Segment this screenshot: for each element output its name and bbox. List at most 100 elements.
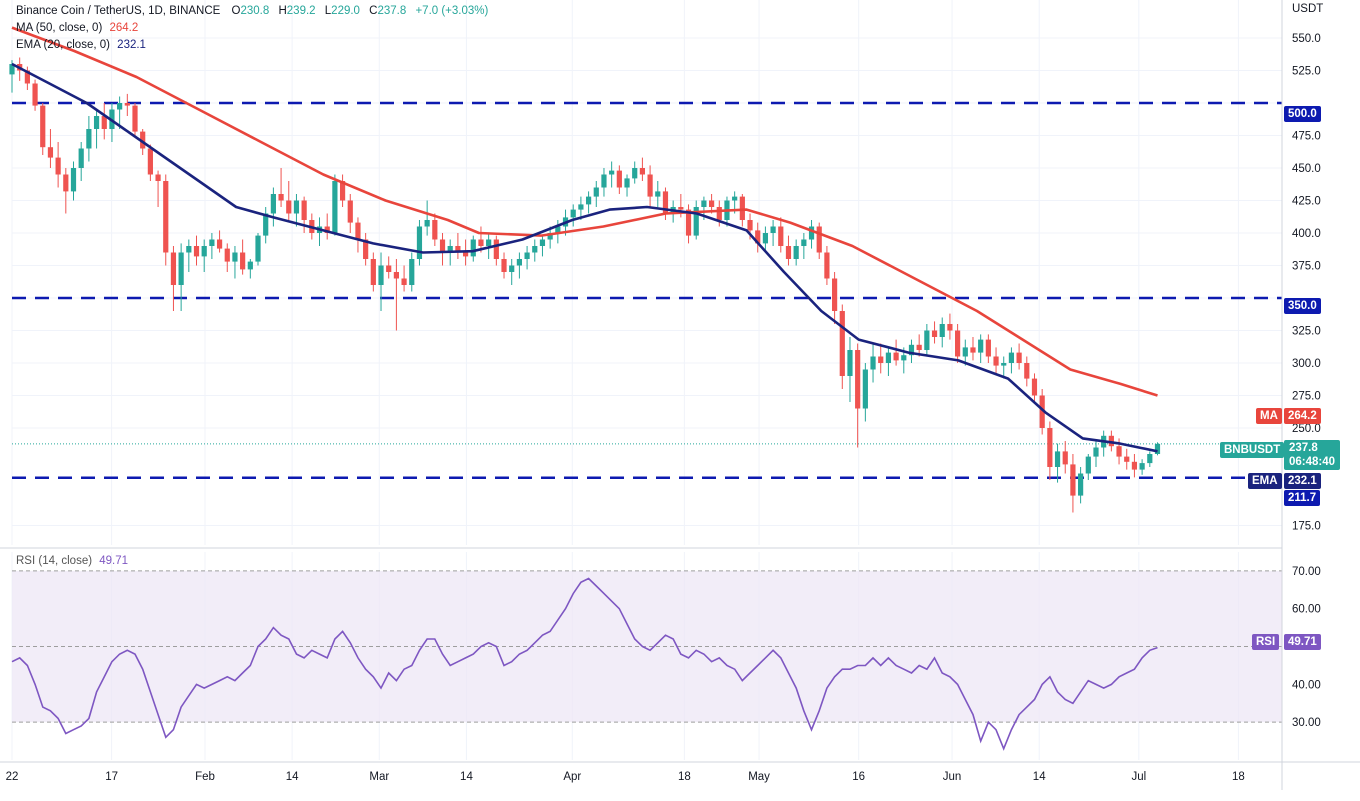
price-tick-label: 325.0 [1292,326,1321,338]
candle-body [101,116,107,129]
candle-body [678,207,684,210]
candle-body [862,369,868,409]
candle-body [486,239,492,246]
candle-body [685,209,692,236]
candle-body [570,209,576,218]
candle-body [170,252,177,285]
candle-body [32,83,38,106]
candle-body [416,226,423,259]
candle-body [839,311,845,376]
time-tick-label: Jul [1131,771,1146,783]
time-tick-label: 18 [678,771,691,783]
rsi-band [12,570,1282,723]
candle-body [478,239,484,246]
candle-body [793,246,799,259]
price-tick-label: 525.0 [1292,66,1321,78]
candle-body [378,265,384,285]
candle-body [286,200,292,214]
candle-body [985,339,991,357]
candle-body [363,239,369,259]
rsi-tick-label: 30.00 [1292,717,1321,729]
candle-body [770,226,776,233]
candle-body [555,226,561,233]
candle-body [140,131,146,149]
time-tick-label: 16 [852,771,865,783]
ma-tag-value: 264.2 [1284,408,1321,424]
candle-body [1024,363,1030,379]
candle-body [163,181,169,253]
candle-body [785,246,792,259]
price-tag: 237.8 06:48:40 [1284,440,1341,470]
candle-body [978,339,984,353]
candle-body [1154,443,1161,454]
low-value: 229.0 [331,5,360,17]
change-value: +7.0 (+3.03%) [415,5,489,17]
price-tick-label: 300.0 [1292,358,1321,370]
candle-body [732,196,738,201]
candle-body [1116,446,1122,457]
open-label: O [231,5,241,17]
time-tick-label: 14 [286,771,299,783]
candle-body [455,246,461,253]
candle-body [247,261,253,270]
candle-body [778,226,784,246]
candle-body [993,356,999,366]
candle-body [916,344,922,350]
candle-body [632,168,638,179]
candle-body [293,200,300,214]
low-label: L [324,5,332,17]
support-tag: 211.7 [1284,490,1321,506]
price-tick-label: 425.0 [1292,196,1321,208]
candle-body [301,200,307,220]
candle-body [493,239,499,259]
candle-body [962,347,968,357]
candle-body [539,239,546,246]
candle-body [47,147,54,158]
price-tick-label: 550.0 [1292,33,1321,45]
time-tick-label: 22 [6,771,19,783]
candle-body [193,246,200,257]
candle-body [232,252,238,262]
candle-body [1039,395,1045,428]
legend-ma[interactable]: MA (50, close, 0) 264.2 [16,20,138,36]
candle-body [624,178,630,188]
high-value: 239.2 [286,5,316,17]
horizontal-levels [12,101,1282,480]
time-tick-label: 17 [105,771,118,783]
candle-body [885,352,892,363]
candle-body [747,220,753,231]
candle-body [393,272,399,279]
candle-body [509,265,515,272]
time-tick-label: Jun [943,771,962,783]
candle-body [647,174,653,197]
rsi-legend-label: RSI (14, close) [16,555,93,567]
axis-ticks: 550.0 525.0 475.0 450.0 425.0 400.0 375.0 325.0… [6,33,1321,783]
time-tick-label: 14 [1033,771,1046,783]
candle-body [701,200,707,207]
ma50-path [11,26,1158,397]
ema-legend-label: EMA (20, close, 0) [16,39,110,51]
candle-body [662,191,669,214]
close-label: C [369,5,378,17]
candle-body [386,265,392,272]
legend-rsi[interactable]: RSI (14, close) 49.71 [16,555,128,567]
price-tag-name: BNBUSDT [1220,442,1285,458]
rsi-line [11,577,1158,751]
legend-ema[interactable]: EMA (20, close, 0) 232.1 [16,37,146,53]
candle-body [63,174,69,192]
candle-body [216,239,223,249]
price-tick-label: 250.0 [1292,423,1321,435]
ema-legend-value: 232.1 [117,39,146,51]
ma-legend-value: 264.2 [109,22,139,34]
candle-body [93,116,100,129]
ema20-path [11,62,1158,453]
rsi-path [11,577,1158,751]
candle-body [1139,463,1145,470]
candle-body [339,181,346,201]
candle-body [655,191,661,197]
rsi-tick-label: 60.00 [1292,604,1321,616]
candle-body [432,220,438,240]
time-tick-label: May [748,771,770,783]
